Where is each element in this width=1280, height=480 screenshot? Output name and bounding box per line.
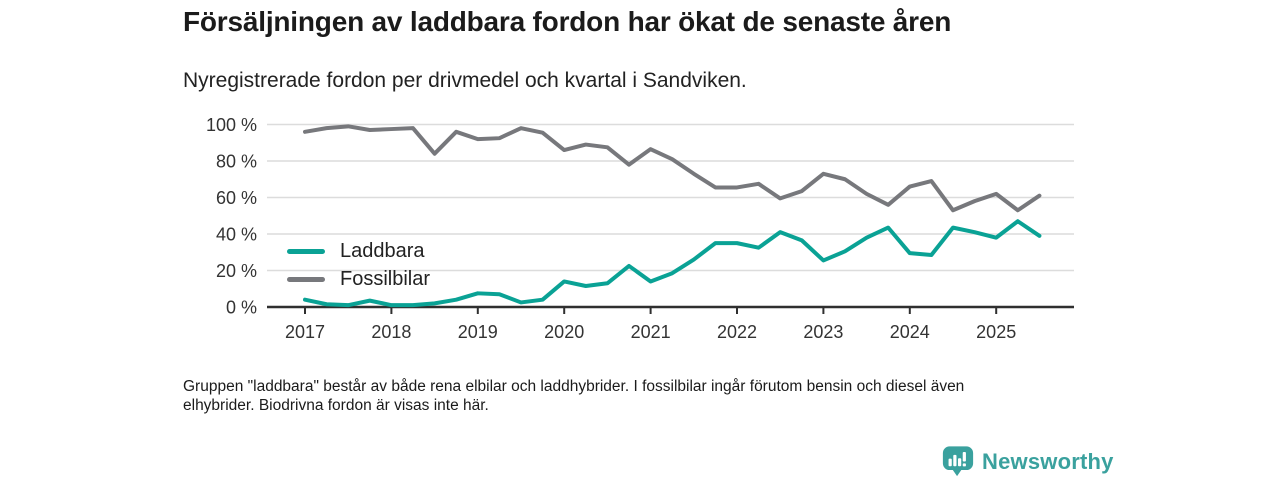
y-tick-label: 0 %	[226, 298, 257, 318]
legend-swatch-fossilbilar	[287, 276, 325, 282]
x-tick-label: 2018	[371, 322, 411, 342]
x-tick-label: 2020	[544, 322, 584, 342]
x-tick-label: 2022	[717, 322, 757, 342]
newsworthy-logo: Newsworthy	[941, 444, 1114, 479]
series-line-fossilbilar	[303, 124, 1042, 213]
logo-text: Newsworthy	[982, 448, 1114, 474]
logo-bar-chart-glyph	[948, 452, 966, 467]
y-tick-label: 20 %	[216, 261, 257, 281]
x-tick-label: 2019	[458, 322, 498, 342]
y-tick-label: 40 %	[216, 225, 257, 245]
legend-label-laddbara: Laddbara	[340, 240, 425, 262]
x-tick-label: 2021	[631, 322, 671, 342]
page-subtitle: Nyregistrerade fordon per drivmedel och …	[183, 69, 747, 92]
x-tick-label: 2024	[890, 322, 930, 342]
y-tick-label: 100 %	[206, 115, 257, 135]
legend: Laddbara Fossilbilar	[287, 238, 430, 292]
newsworthy-logo-icon	[942, 446, 974, 477]
x-tick-label: 2025	[976, 322, 1016, 342]
x-tick-label: 2023	[803, 322, 843, 342]
legend-item-fossilbilar: Fossilbilar	[287, 266, 430, 292]
y-tick-label: 80 %	[216, 152, 257, 172]
page-title: Försäljningen av laddbara fordon har öka…	[183, 6, 952, 37]
legend-item-laddbara: Laddbara	[287, 238, 430, 264]
series-line-laddbara	[303, 219, 1042, 308]
legend-label-fossilbilar: Fossilbilar	[340, 268, 431, 290]
x-tick-label: 2017	[285, 322, 325, 342]
legend-swatch-laddbara	[287, 248, 325, 254]
y-tick-label: 60 %	[216, 188, 257, 208]
footnote-text: Gruppen "laddbara" består av både rena e…	[183, 378, 965, 414]
